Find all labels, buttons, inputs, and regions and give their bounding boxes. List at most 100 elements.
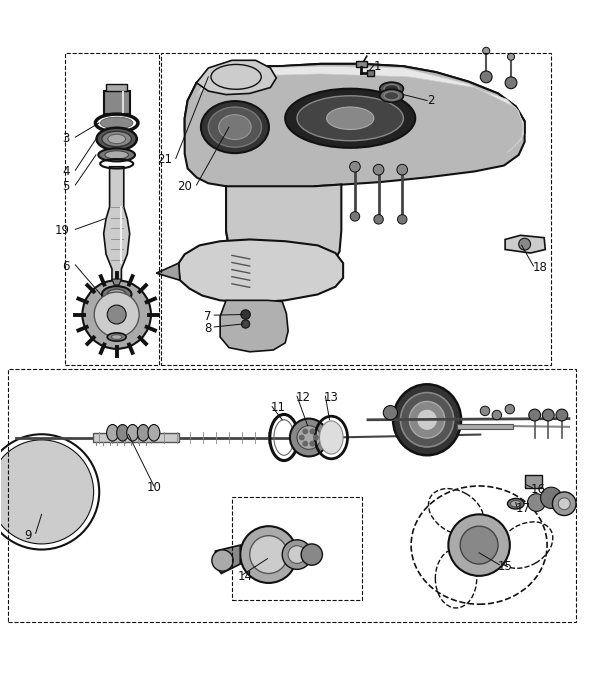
Text: 14: 14 bbox=[238, 570, 253, 583]
Text: 3: 3 bbox=[62, 132, 69, 146]
Circle shape bbox=[481, 71, 492, 83]
Text: 11: 11 bbox=[270, 402, 285, 415]
Circle shape bbox=[302, 441, 308, 447]
Polygon shape bbox=[112, 279, 121, 285]
Circle shape bbox=[556, 409, 568, 421]
Polygon shape bbox=[185, 64, 525, 273]
Circle shape bbox=[7, 458, 76, 526]
Text: 8: 8 bbox=[204, 321, 211, 334]
Circle shape bbox=[288, 546, 306, 563]
Circle shape bbox=[397, 164, 407, 175]
Ellipse shape bbox=[400, 392, 454, 447]
Ellipse shape bbox=[384, 92, 399, 100]
Text: 5: 5 bbox=[62, 180, 69, 193]
Text: 2: 2 bbox=[427, 94, 435, 107]
Bar bbox=[65, 53, 159, 365]
Circle shape bbox=[383, 406, 397, 420]
Ellipse shape bbox=[417, 409, 437, 431]
Circle shape bbox=[249, 536, 287, 574]
Ellipse shape bbox=[285, 89, 415, 148]
Bar bbox=[232, 497, 362, 600]
Ellipse shape bbox=[100, 117, 133, 129]
Text: 6: 6 bbox=[62, 259, 69, 272]
Circle shape bbox=[301, 544, 323, 565]
Bar bbox=[106, 84, 127, 91]
Circle shape bbox=[374, 214, 383, 224]
Circle shape bbox=[0, 450, 84, 534]
Bar bbox=[93, 433, 179, 442]
Circle shape bbox=[0, 440, 94, 544]
Bar bbox=[104, 91, 129, 113]
Circle shape bbox=[492, 410, 501, 420]
Bar bbox=[8, 369, 576, 622]
Circle shape bbox=[373, 164, 384, 175]
Ellipse shape bbox=[111, 334, 122, 340]
Circle shape bbox=[552, 492, 576, 516]
Circle shape bbox=[24, 474, 59, 510]
Ellipse shape bbox=[102, 286, 131, 303]
Circle shape bbox=[309, 429, 315, 434]
Circle shape bbox=[108, 305, 126, 324]
Circle shape bbox=[290, 419, 328, 456]
Circle shape bbox=[299, 435, 305, 441]
Ellipse shape bbox=[510, 501, 521, 507]
Ellipse shape bbox=[105, 151, 128, 159]
Text: 4: 4 bbox=[62, 165, 69, 178]
Circle shape bbox=[350, 161, 360, 172]
Bar bbox=[161, 53, 551, 365]
Circle shape bbox=[302, 429, 308, 434]
Ellipse shape bbox=[320, 421, 343, 454]
Ellipse shape bbox=[116, 425, 128, 441]
Text: 16: 16 bbox=[530, 483, 545, 496]
Circle shape bbox=[527, 493, 545, 512]
Text: 13: 13 bbox=[324, 391, 339, 404]
Circle shape bbox=[481, 406, 489, 416]
Ellipse shape bbox=[102, 131, 131, 147]
Text: 18: 18 bbox=[532, 261, 547, 274]
Ellipse shape bbox=[99, 148, 135, 161]
Polygon shape bbox=[179, 239, 343, 303]
Ellipse shape bbox=[201, 101, 269, 153]
Circle shape bbox=[483, 47, 489, 55]
Text: 20: 20 bbox=[177, 180, 192, 193]
Circle shape bbox=[309, 441, 315, 447]
Ellipse shape bbox=[107, 425, 118, 441]
Ellipse shape bbox=[137, 425, 149, 441]
Polygon shape bbox=[220, 301, 288, 352]
Ellipse shape bbox=[380, 82, 403, 95]
Circle shape bbox=[529, 409, 541, 421]
Polygon shape bbox=[213, 545, 240, 574]
Circle shape bbox=[32, 483, 51, 501]
Circle shape bbox=[241, 320, 249, 328]
Ellipse shape bbox=[409, 402, 445, 438]
Circle shape bbox=[350, 212, 360, 221]
Circle shape bbox=[507, 53, 514, 60]
Text: 7: 7 bbox=[204, 310, 211, 323]
Polygon shape bbox=[197, 60, 276, 94]
Text: 10: 10 bbox=[146, 481, 161, 494]
Ellipse shape bbox=[127, 425, 138, 441]
Bar bbox=[366, 70, 374, 75]
Circle shape bbox=[15, 466, 68, 518]
Polygon shape bbox=[185, 64, 525, 173]
Ellipse shape bbox=[97, 127, 137, 150]
Ellipse shape bbox=[208, 107, 261, 147]
Text: 9: 9 bbox=[24, 528, 31, 542]
Circle shape bbox=[282, 540, 312, 570]
Circle shape bbox=[505, 77, 517, 89]
Text: 15: 15 bbox=[498, 560, 513, 573]
Circle shape bbox=[448, 514, 510, 576]
Circle shape bbox=[460, 526, 498, 564]
Polygon shape bbox=[104, 166, 129, 281]
Circle shape bbox=[212, 550, 233, 571]
Ellipse shape bbox=[393, 384, 461, 455]
Ellipse shape bbox=[108, 134, 125, 144]
Text: 19: 19 bbox=[55, 224, 69, 237]
Ellipse shape bbox=[108, 289, 126, 300]
Text: 21: 21 bbox=[157, 153, 172, 166]
Ellipse shape bbox=[384, 84, 399, 93]
Circle shape bbox=[397, 214, 407, 224]
Circle shape bbox=[541, 487, 562, 508]
Circle shape bbox=[241, 310, 250, 319]
Text: 12: 12 bbox=[296, 391, 311, 404]
